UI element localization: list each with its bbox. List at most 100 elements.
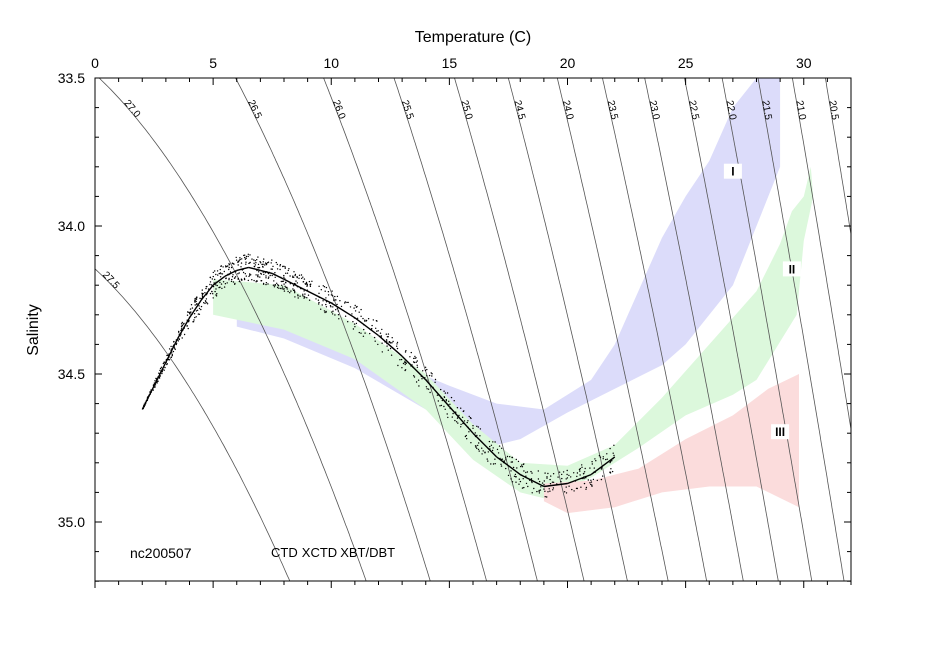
ctd-point bbox=[387, 333, 390, 335]
ctd-point bbox=[505, 467, 507, 470]
ctd-point bbox=[190, 311, 192, 313]
ctd-point bbox=[282, 280, 285, 282]
ctd-point bbox=[286, 288, 288, 290]
ctd-point bbox=[299, 295, 301, 297]
ctd-point bbox=[231, 278, 233, 281]
ctd-point bbox=[306, 283, 308, 285]
ctd-point bbox=[501, 458, 504, 460]
ctd-point bbox=[544, 496, 546, 498]
ctd-point bbox=[192, 321, 194, 323]
ctd-point bbox=[430, 372, 432, 374]
ctd-point bbox=[543, 480, 545, 482]
ctd-point bbox=[219, 276, 222, 278]
ctd-point bbox=[154, 380, 156, 382]
ctd-point bbox=[486, 458, 488, 460]
ctd-point bbox=[546, 476, 548, 478]
ctd-point bbox=[446, 392, 449, 394]
ctd-point bbox=[437, 400, 439, 402]
ctd-point bbox=[415, 361, 417, 363]
ctd-point bbox=[418, 385, 420, 387]
ctd-point bbox=[337, 314, 340, 316]
ctd-point bbox=[283, 265, 285, 267]
ctd-line-segment bbox=[271, 272, 285, 280]
ctd-point bbox=[355, 322, 358, 325]
ctd-point bbox=[552, 473, 555, 475]
ctd-point bbox=[461, 416, 464, 418]
ctd-point bbox=[201, 289, 203, 291]
ctd-point bbox=[362, 317, 364, 320]
ctd-point bbox=[206, 302, 208, 304]
ctd-point bbox=[289, 292, 291, 294]
ctd-point bbox=[511, 461, 514, 463]
ctd-point bbox=[557, 476, 559, 478]
ctd-point bbox=[513, 475, 516, 477]
ctd-point bbox=[279, 264, 282, 266]
ctd-point bbox=[214, 290, 216, 293]
ctd-point bbox=[249, 273, 251, 275]
ctd-point bbox=[462, 410, 464, 413]
ctd-point bbox=[424, 366, 427, 368]
ctd-point bbox=[220, 273, 222, 275]
ctd-point bbox=[284, 285, 286, 287]
ctd-point bbox=[531, 481, 533, 484]
ctd-point bbox=[194, 298, 196, 300]
ctd-point bbox=[296, 282, 299, 284]
ctd-point bbox=[253, 279, 255, 282]
ctd-line-segment bbox=[401, 355, 427, 381]
ctd-point bbox=[160, 366, 163, 368]
ctd-point bbox=[195, 316, 197, 318]
ctd-point bbox=[287, 290, 289, 293]
ctd-point bbox=[333, 299, 335, 302]
isopycnal-label-26.5: 26.5 bbox=[245, 98, 264, 121]
ctd-point bbox=[283, 283, 285, 285]
ctd-point bbox=[568, 485, 570, 487]
ctd-point bbox=[285, 272, 287, 274]
ctd-point bbox=[225, 265, 227, 267]
ctd-point bbox=[278, 287, 280, 289]
isopycnal-26.5 bbox=[235, 78, 431, 581]
ctd-point bbox=[262, 263, 264, 265]
ctd-point bbox=[537, 478, 540, 480]
ctd-point bbox=[565, 492, 568, 494]
ctd-point bbox=[152, 389, 154, 391]
ctd-point bbox=[337, 310, 339, 312]
ctd-point bbox=[325, 306, 328, 308]
ctd-point bbox=[303, 278, 306, 280]
ctd-point bbox=[215, 284, 217, 286]
ctd-point bbox=[265, 282, 268, 284]
ctd-point bbox=[162, 362, 165, 365]
ctd-point bbox=[297, 297, 299, 299]
ctd-point bbox=[260, 262, 262, 264]
ctd-point bbox=[360, 308, 362, 311]
ctd-point bbox=[417, 379, 420, 381]
ctd-point bbox=[571, 488, 573, 491]
isopycnal-24.0 bbox=[556, 78, 669, 581]
ctd-point bbox=[584, 467, 586, 470]
ctd-point bbox=[231, 262, 234, 264]
ctd-point bbox=[576, 475, 578, 478]
ctd-point bbox=[229, 271, 232, 273]
ctd-point bbox=[271, 259, 273, 261]
ctd-point bbox=[209, 276, 212, 279]
ctd-point bbox=[292, 288, 294, 290]
ctd-point bbox=[196, 309, 199, 311]
ctd-point bbox=[450, 396, 453, 399]
x-tick-label: 10 bbox=[323, 55, 339, 71]
ctd-point bbox=[605, 458, 607, 461]
ctd-point bbox=[404, 361, 406, 364]
ctd-point bbox=[209, 283, 211, 286]
ctd-point bbox=[212, 271, 214, 274]
ctd-point bbox=[500, 465, 503, 467]
ctd-point bbox=[472, 427, 474, 429]
ctd-point bbox=[367, 318, 370, 320]
ctd-line-segment bbox=[567, 473, 592, 485]
ctd-point bbox=[216, 293, 218, 295]
ctd-point bbox=[268, 276, 270, 278]
ctd-point bbox=[273, 286, 276, 288]
ctd-point bbox=[274, 284, 276, 287]
ctd-point bbox=[277, 284, 279, 286]
ctd-point bbox=[609, 447, 611, 450]
ctd-point bbox=[194, 301, 196, 303]
ctd-point bbox=[517, 460, 520, 463]
ctd-point bbox=[410, 351, 412, 354]
